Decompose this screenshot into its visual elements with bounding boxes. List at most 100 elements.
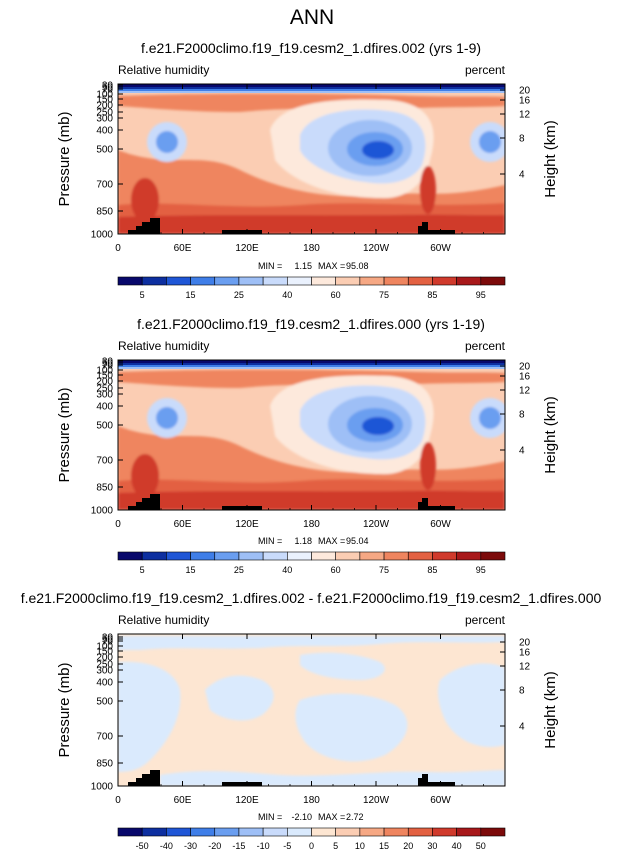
- x-axis: 0 60E 120E 180 120W 60W: [115, 360, 506, 530]
- y-tick-label: 150: [96, 647, 113, 658]
- colorbar-swatch: [480, 551, 506, 561]
- panel-2: f.e21.F2000climo.f19_f19.cesm2_1.dfires.…: [56, 316, 559, 575]
- colorbar-swatch: [190, 827, 216, 837]
- y-tick-label: 700: [96, 732, 113, 743]
- y-right-tick-label: 8: [519, 686, 525, 697]
- contour-dry-east-core: [479, 407, 501, 429]
- contour-convective-tower: [420, 166, 436, 214]
- stats-min: 1.18: [294, 536, 312, 546]
- colorbar-swatch: [214, 827, 240, 837]
- colorbar-swatch: [214, 276, 240, 286]
- panel-title: f.e21.F2000climo.f19_f19.cesm2_1.dfires.…: [21, 590, 602, 606]
- y-right-tick-label: 16: [519, 648, 531, 659]
- y-tick-label: 300: [96, 114, 113, 125]
- y-tick-label: 400: [96, 678, 113, 689]
- y-tick-label: 700: [96, 456, 113, 467]
- contour-dry-west-core: [156, 407, 178, 429]
- y-axis-label: Pressure (mb): [56, 387, 73, 482]
- y-right-tick-label: 16: [519, 96, 531, 107]
- contour-dry-center: [362, 417, 394, 435]
- colorbar-swatch: [432, 551, 457, 561]
- colorbar-label: -30: [184, 841, 197, 851]
- contour-negative: [118, 636, 505, 650]
- colorbar-swatch: [311, 827, 336, 837]
- contour-field: [118, 634, 505, 786]
- contour-negative: [118, 661, 181, 772]
- page-title: ANN: [290, 6, 334, 29]
- colorbar-swatch: [407, 551, 433, 561]
- contour-negative: [300, 652, 385, 680]
- colorbar-swatch: [262, 276, 288, 286]
- y-tick-label: 50: [102, 635, 114, 646]
- colorbar-swatch: [456, 276, 482, 286]
- colorbar-swatch: [166, 827, 191, 837]
- colorbar-swatch: [238, 276, 264, 286]
- colorbar-swatch: [117, 827, 143, 837]
- y-tick-label: 70: [102, 637, 114, 648]
- stats-max: 95.08: [346, 261, 369, 271]
- colorbar: 5 15 25 40 60 75 85 95: [117, 276, 506, 300]
- colorbar-label: 5: [333, 841, 338, 851]
- right-subtitle: percent: [465, 63, 506, 77]
- y-tick-label: 100: [96, 642, 113, 653]
- stats-max-label: MAX =: [318, 536, 345, 546]
- y-tick-label: 250: [96, 384, 113, 395]
- colorbar-label: 25: [234, 290, 244, 300]
- colorbar-swatch: [383, 276, 409, 286]
- colorbar-label: -40: [160, 841, 173, 851]
- contour-convective-tower: [131, 178, 159, 222]
- y-right-tick-label: 12: [519, 662, 531, 673]
- colorbar-swatch: [432, 276, 457, 286]
- colorbar-swatch: [214, 551, 240, 561]
- colorbar-swatch: [407, 827, 433, 837]
- contour-negative: [295, 693, 408, 762]
- colorbar-swatch: [456, 827, 482, 837]
- colorbar-label: 0: [309, 841, 314, 851]
- y-right-tick-label: 20: [519, 86, 531, 97]
- colorbar-swatch: [335, 551, 361, 561]
- y-tick-label: 150: [96, 95, 113, 106]
- contour-dry-west-core: [156, 131, 178, 153]
- colorbar-label: 5: [140, 290, 145, 300]
- y-tick-label: 400: [96, 402, 113, 413]
- y-right-tick-label: 16: [519, 372, 531, 383]
- y-tick-label: 30: [102, 357, 114, 368]
- left-subtitle: Relative humidity: [118, 63, 209, 77]
- stats-max-label: MAX =: [318, 261, 345, 271]
- panel-title: f.e21.F2000climo.f19_f19.cesm2_1.dfires.…: [137, 316, 485, 332]
- stats-max-label: MAX =: [318, 812, 345, 822]
- y-tick-label: 850: [96, 483, 113, 494]
- colorbar-label: 75: [379, 565, 389, 575]
- y-tick-label: 1000: [91, 782, 114, 793]
- colorbar-label: 5: [140, 565, 145, 575]
- x-tick-label: 180: [303, 795, 320, 806]
- colorbar-label: 60: [331, 290, 341, 300]
- colorbar-label: 15: [186, 290, 196, 300]
- y-axis-right-label: Height (km): [542, 396, 559, 474]
- colorbar-label: 85: [427, 565, 437, 575]
- x-tick-label: 120E: [235, 243, 259, 254]
- contour-field: [118, 360, 505, 510]
- panel-title: f.e21.F2000climo.f19_f19.cesm2_1.dfires.…: [141, 40, 481, 56]
- x-tick-label: 60W: [430, 519, 451, 530]
- y-tick-label: 850: [96, 207, 113, 218]
- colorbar: 5 15 25 40 60 75 85 95: [117, 551, 506, 575]
- y-right-tick-label: 8: [519, 134, 525, 145]
- y-right-tick-label: 4: [519, 170, 525, 181]
- colorbar-swatch: [359, 551, 385, 561]
- colorbar-swatch: [480, 276, 506, 286]
- y-right-tick-label: 12: [519, 386, 531, 397]
- right-subtitle: percent: [465, 339, 506, 353]
- y-tick-label: 70: [102, 361, 114, 372]
- colorbar-swatch: [383, 551, 409, 561]
- colorbar-label: 10: [355, 841, 365, 851]
- y-right-tick-label: 12: [519, 110, 531, 121]
- x-tick-label: 180: [303, 519, 320, 530]
- colorbar-swatch: [359, 827, 385, 837]
- colorbar-label: -10: [257, 841, 270, 851]
- y-tick-label: 700: [96, 180, 113, 191]
- contour-negative: [437, 663, 505, 748]
- x-axis: 0 60E 120E 180 120W 60W: [115, 634, 506, 806]
- y-tick-label: 30: [102, 81, 114, 92]
